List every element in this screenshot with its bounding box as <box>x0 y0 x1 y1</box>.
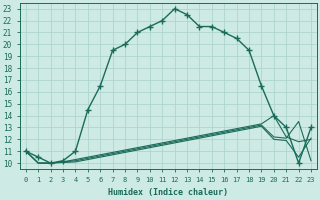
X-axis label: Humidex (Indice chaleur): Humidex (Indice chaleur) <box>108 188 228 197</box>
